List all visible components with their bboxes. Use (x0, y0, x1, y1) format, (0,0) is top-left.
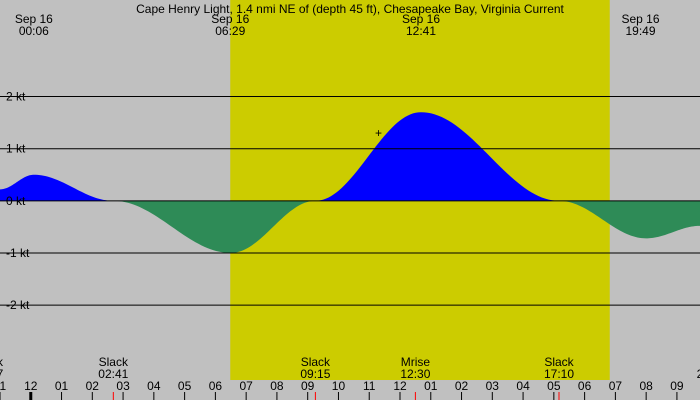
hour-tick-label: 02 (455, 379, 469, 393)
hour-tick-label: 06 (578, 379, 592, 393)
hour-tick-label: 02 (86, 379, 100, 393)
flood-current-area (0, 112, 700, 201)
hour-tick-label: 09 (301, 379, 315, 393)
hour-tick-label: 03 (116, 379, 130, 393)
bottom-event-label: k (0, 355, 4, 369)
hour-tick-label: 11 (0, 379, 7, 393)
top-event-date: Sep 16 (402, 12, 440, 26)
hour-tick-label: 01 (55, 379, 69, 393)
hour-tick-label: 11 (363, 379, 376, 393)
top-event-date: Sep 16 (211, 12, 249, 26)
y-gridlines (0, 96, 700, 306)
hour-tick-label: 09 (670, 379, 684, 393)
hour-tick-label: 05 (178, 379, 192, 393)
hour-tick-label: 07 (609, 379, 623, 393)
hour-tick-label: 08 (270, 379, 284, 393)
top-event-time: 12:41 (406, 24, 436, 38)
bottom-event-time: 17:10 (544, 367, 574, 381)
top-event-date: Sep 16 (15, 12, 53, 26)
top-event-date: Sep 16 (621, 12, 659, 26)
hour-tick-label: 12 (24, 379, 38, 393)
top-event-time: 00:06 (19, 24, 49, 38)
bottom-event-time: 7 (0, 367, 4, 381)
bottom-event-label: Mrise (401, 355, 431, 369)
hour-tick-label: 05 (547, 379, 561, 393)
hour-tick-label: 03 (486, 379, 500, 393)
bottom-event-label: Slack (99, 355, 129, 369)
bottom-event-time: 09:15 (300, 367, 330, 381)
hour-tick-label: 10 (332, 379, 346, 393)
ebb-current-area (0, 200, 700, 253)
hour-tick-label: 12 (393, 379, 407, 393)
y-tick-label: -1 kt (6, 246, 30, 260)
bottom-event-time: 02:41 (98, 367, 128, 381)
hour-tick-label: 07 (239, 379, 253, 393)
hour-tick-label: 06 (209, 379, 223, 393)
bottom-event-label: Slack (301, 355, 331, 369)
chart-title: Cape Henry Light, 1.4 nmi NE of (depth 4… (136, 2, 564, 16)
y-tick-label: 1 kt (6, 142, 26, 156)
top-event-time: 19:49 (626, 24, 656, 38)
current-time-marker: + (375, 126, 382, 140)
bottom-event-labels: k7Slack02:41Slack09:15Mrise12:30Slack17:… (0, 355, 700, 400)
hour-axis: 11 12 01 02 03 04 05 06 07 08 09 10 11 12 01 02 03 04 05 06… (0, 379, 684, 400)
hour-tick-label: 08 (639, 379, 653, 393)
bottom-event-label: Slack (544, 355, 574, 369)
y-tick-label: 0 kt (6, 194, 26, 208)
bottom-event-time: 12:30 (400, 367, 430, 381)
hour-tick-label: 01 (424, 379, 438, 393)
top-event-time: 06:29 (215, 24, 245, 38)
y-tick-label: 2 kt (6, 90, 26, 104)
y-axis-labels: 2 kt 1 kt 0 kt -1 kt -2 kt (6, 90, 30, 313)
bottom-event-time: 2 (697, 367, 700, 381)
hour-tick-label: 04 (516, 379, 530, 393)
hour-tick-label: 04 (147, 379, 161, 393)
y-tick-label: -2 kt (6, 298, 30, 312)
